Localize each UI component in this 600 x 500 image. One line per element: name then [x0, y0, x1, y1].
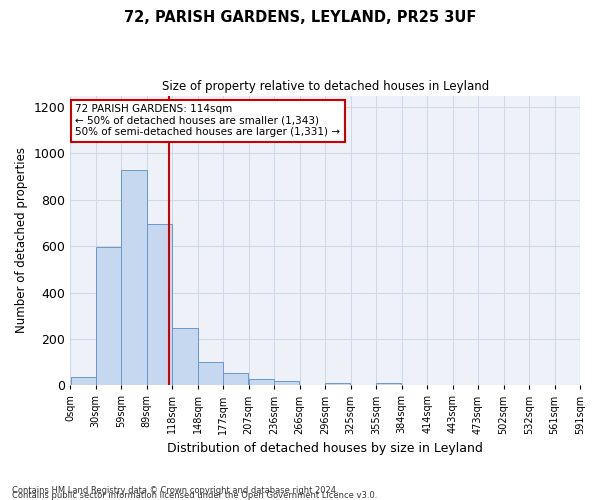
Bar	[249, 380, 274, 386]
Text: Contains HM Land Registry data © Crown copyright and database right 2024.: Contains HM Land Registry data © Crown c…	[12, 486, 338, 495]
Bar	[121, 170, 146, 386]
Bar	[147, 224, 172, 386]
Bar	[223, 372, 248, 386]
Bar	[96, 248, 121, 386]
Bar	[325, 383, 350, 386]
X-axis label: Distribution of detached houses by size in Leyland: Distribution of detached houses by size …	[167, 442, 483, 455]
Bar	[198, 362, 223, 386]
Text: 72 PARISH GARDENS: 114sqm
← 50% of detached houses are smaller (1,343)
50% of se: 72 PARISH GARDENS: 114sqm ← 50% of detac…	[76, 104, 340, 138]
Bar	[274, 380, 299, 386]
Y-axis label: Number of detached properties: Number of detached properties	[15, 148, 28, 334]
Text: Contains public sector information licensed under the Open Government Licence v3: Contains public sector information licen…	[12, 491, 377, 500]
Bar	[71, 377, 95, 386]
Text: 72, PARISH GARDENS, LEYLAND, PR25 3UF: 72, PARISH GARDENS, LEYLAND, PR25 3UF	[124, 10, 476, 25]
Bar	[172, 328, 197, 386]
Title: Size of property relative to detached houses in Leyland: Size of property relative to detached ho…	[161, 80, 489, 93]
Bar	[376, 383, 401, 386]
